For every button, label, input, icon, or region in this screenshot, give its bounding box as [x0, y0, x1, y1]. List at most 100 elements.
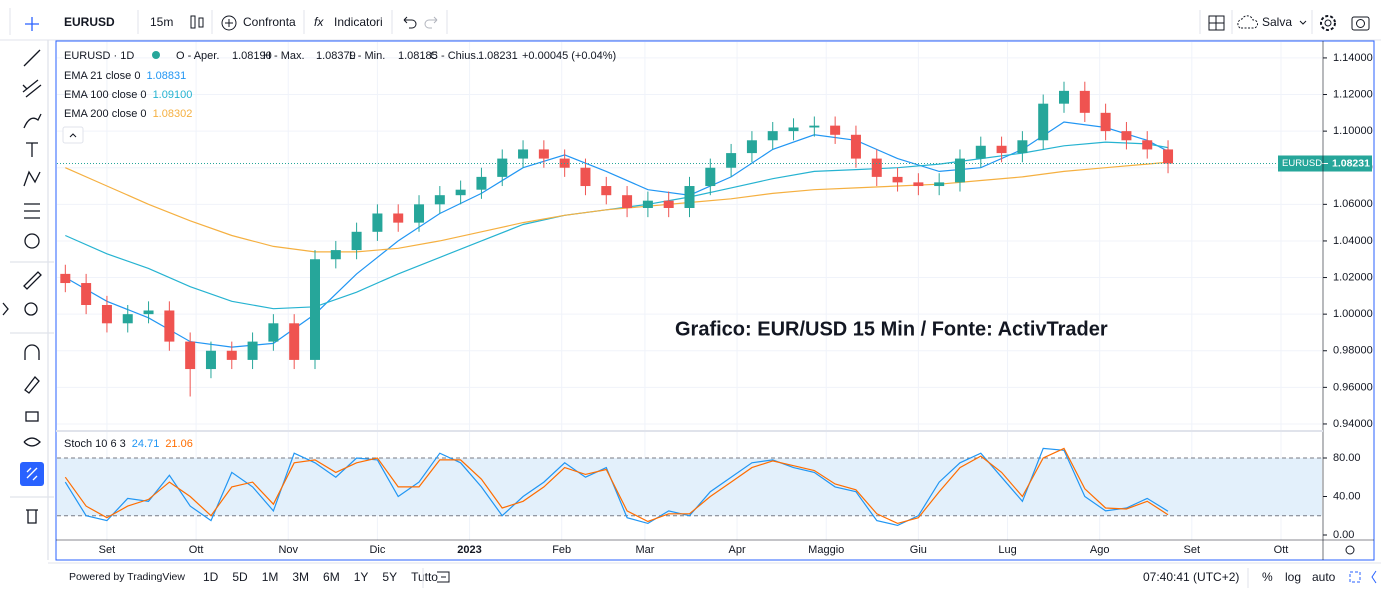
undo-button[interactable] [403, 16, 417, 29]
x-tick-label: Ott [189, 544, 204, 556]
range-button[interactable]: 5Y [382, 570, 397, 584]
auto-button[interactable]: auto [1312, 570, 1336, 584]
range-buttons: 1D 5D 1M 3M 6M 1Y 5Y Tutto [203, 570, 438, 584]
candle-body [1038, 103, 1049, 141]
range-button[interactable]: 1D [203, 570, 219, 584]
settings-button[interactable] [1320, 15, 1336, 31]
candle-body [60, 273, 71, 284]
forecast-tool[interactable] [24, 203, 40, 219]
time-axis-settings[interactable] [1345, 545, 1355, 555]
cloud-icon[interactable] [1237, 15, 1258, 29]
x-tick-label: Set [1184, 544, 1201, 556]
range-button[interactable]: 3M [292, 570, 309, 584]
trendline-tool[interactable] [23, 49, 41, 67]
compare-button[interactable]: Confronta [243, 15, 296, 29]
stoch-legend-value: 21.06 [165, 438, 193, 450]
text-tool[interactable] [26, 142, 38, 157]
save-dropdown[interactable] [1299, 20, 1307, 25]
expand-panel[interactable] [1371, 570, 1377, 584]
high-value: 1.08379 [316, 50, 356, 62]
compare-icon[interactable] [221, 15, 237, 31]
x-tick-label: Nov [278, 544, 298, 556]
stoch-legend-name: Stoch 10 6 3 [64, 438, 126, 450]
range-button[interactable]: 1M [262, 570, 279, 584]
candle-body [434, 195, 445, 205]
chart-style-button[interactable] [190, 15, 204, 29]
candle-body [809, 125, 820, 128]
candle-body [975, 145, 986, 159]
crosshair-tool[interactable] [25, 17, 39, 31]
fullscreen-button[interactable] [1349, 571, 1361, 583]
emoji-tool[interactable] [24, 233, 40, 249]
indicators-icon[interactable]: fx [314, 15, 324, 29]
candle-body [622, 195, 633, 208]
sync-tool[interactable] [20, 462, 44, 486]
save-button[interactable]: Salva [1262, 15, 1292, 29]
candle-body [205, 350, 216, 370]
range-button[interactable]: 6M [323, 570, 340, 584]
zoom-tool[interactable] [24, 302, 38, 316]
layout-button[interactable] [1208, 15, 1225, 31]
range-button[interactable]: Tutto [411, 570, 438, 584]
x-tick-label: Ott [1274, 544, 1289, 556]
y-tick-label: 0.96000 [1333, 381, 1373, 393]
candle-body [601, 186, 612, 196]
close-label: C - Chius. [430, 50, 479, 62]
redo-button[interactable] [424, 16, 438, 29]
ruler-tool[interactable] [23, 271, 42, 290]
plot-area: Set Ott Nov Dic 2023 Feb Mar Apr Maggio Giu Lug Ago… [57, 42, 1373, 556]
y-tick-label: 1.10000 [1333, 125, 1373, 137]
collapse-legend[interactable] [62, 126, 84, 144]
brush-tool[interactable] [23, 113, 42, 129]
candle-body [372, 213, 383, 232]
powered-by[interactable]: Powered by TradingView [69, 571, 185, 583]
legend-symbol: EURUSD · 1D [64, 50, 134, 62]
lock-tool[interactable] [25, 411, 39, 422]
symbol-button[interactable]: EURUSD [64, 15, 115, 29]
candle-body [289, 323, 300, 360]
candle-body [538, 149, 549, 159]
candle-body [705, 167, 716, 187]
candle-body [788, 127, 799, 132]
ema-legend-value: 1.08831 [146, 70, 186, 82]
x-tick-label: Set [99, 544, 116, 556]
log-button[interactable]: log [1285, 570, 1301, 584]
percent-button[interactable]: % [1262, 570, 1273, 584]
ema-legend-value: 1.09100 [153, 89, 193, 101]
clock: 07:40:41 (UTC+2) [1143, 570, 1239, 584]
candle-body [934, 182, 945, 187]
candle-body [101, 304, 112, 324]
annotation: Grafico: EUR/USD 15 Min / Fonte: ActivTr… [675, 318, 1108, 340]
indicators-button[interactable]: Indicatori [334, 15, 383, 29]
y-tick-label: 1.12000 [1333, 88, 1373, 100]
delete-tool[interactable] [26, 509, 38, 524]
magnet-tool[interactable] [24, 344, 40, 360]
candle-body [684, 186, 695, 208]
candle-body [351, 231, 362, 251]
range-button[interactable]: 1Y [354, 570, 369, 584]
candle-body [1121, 131, 1132, 141]
range-button[interactable]: 5D [232, 570, 248, 584]
draw-mode-tool[interactable] [24, 376, 40, 394]
stoch-line [64, 447, 1169, 525]
candle-body [830, 125, 841, 135]
y-tick-label: 1.00000 [1333, 308, 1373, 320]
candle-body [518, 149, 529, 159]
x-tick-label: Lug [998, 544, 1016, 556]
low-value: 1.08185 [398, 50, 438, 62]
candle-body [268, 323, 279, 342]
visibility-tool[interactable] [23, 437, 41, 447]
candle-body [996, 145, 1007, 154]
candle-body [871, 158, 882, 177]
x-tick-label: 2023 [457, 544, 481, 556]
date-range-button[interactable] [437, 571, 450, 583]
fib-tool[interactable] [22, 79, 42, 98]
interval-button[interactable]: 15m [150, 15, 173, 29]
collapse-toolbar[interactable] [2, 302, 9, 316]
ema-legend-name: EMA 21 close 0 [64, 70, 140, 82]
snapshot-button[interactable] [1351, 16, 1370, 31]
ema-legend-name: EMA 100 close 0 [64, 89, 147, 101]
main-legend: EURUSD · 1D O - Aper. 1.08190 H - Max. 1… [62, 50, 616, 144]
pattern-tool[interactable] [23, 170, 41, 187]
candle-body [1142, 140, 1153, 150]
